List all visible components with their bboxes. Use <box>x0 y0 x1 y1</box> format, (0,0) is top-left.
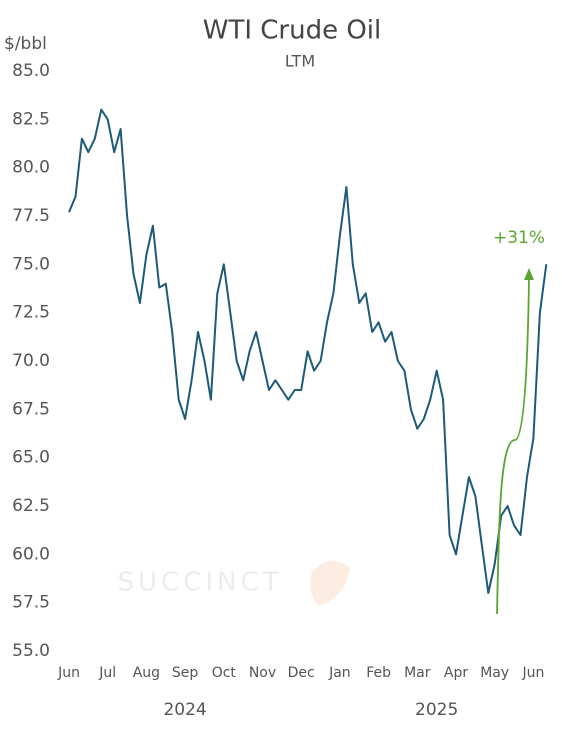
x-tick-label: Sep <box>172 665 199 681</box>
x-tick-label: Jun <box>521 665 544 681</box>
y-tick-label: 85.0 <box>12 61 50 81</box>
plot-area: 55.0 57.5 60.0 62.5 65.0 67.5 70.0 72.5 75.0 77.5… <box>12 61 548 720</box>
x-tick-label: Jan <box>328 665 351 681</box>
annotation-arrow <box>496 277 530 615</box>
y-tick-label: 57.5 <box>12 593 50 613</box>
x-tick-label: Nov <box>249 665 276 681</box>
y-tick-label: 80.0 <box>12 158 50 178</box>
y-tick-label: 70.0 <box>12 351 50 371</box>
y-tick-label: 77.5 <box>12 206 50 226</box>
year-label: 2024 <box>163 700 206 720</box>
x-tick-label: Oct <box>212 665 237 681</box>
x-tick-label: Apr <box>444 665 468 681</box>
x-tick-label: Jun <box>57 665 80 681</box>
chart-subtitle: LTM <box>285 52 315 71</box>
x-tick-label: May <box>480 665 509 681</box>
watermark-logo <box>310 560 350 606</box>
y-tick-label: 62.5 <box>12 496 50 516</box>
y-tick-label: 67.5 <box>12 399 50 419</box>
annotation: +31% <box>493 228 545 248</box>
x-tick-label: Dec <box>288 665 315 681</box>
x-tick-label: Feb <box>366 665 391 681</box>
x-tick-label: Jul <box>98 665 116 681</box>
y-tick-label: 60.0 <box>12 544 50 564</box>
y-axis-label: $/bbl <box>4 34 47 54</box>
y-tick-label: 65.0 <box>12 448 50 468</box>
y-tick-label: 82.5 <box>12 109 50 129</box>
y-tick-label: 75.0 <box>12 254 50 274</box>
price-line <box>68 108 548 594</box>
year-label: 2025 <box>415 700 458 720</box>
y-tick-label: 72.5 <box>12 303 50 323</box>
watermark: SUCCINCT <box>118 568 283 598</box>
chart-title: WTI Crude Oil <box>203 16 382 46</box>
y-tick-label: 55.0 <box>12 641 50 661</box>
x-tick-label: Mar <box>404 665 431 681</box>
x-tick-label: Aug <box>133 665 160 681</box>
annotation-arrowhead <box>524 268 534 280</box>
